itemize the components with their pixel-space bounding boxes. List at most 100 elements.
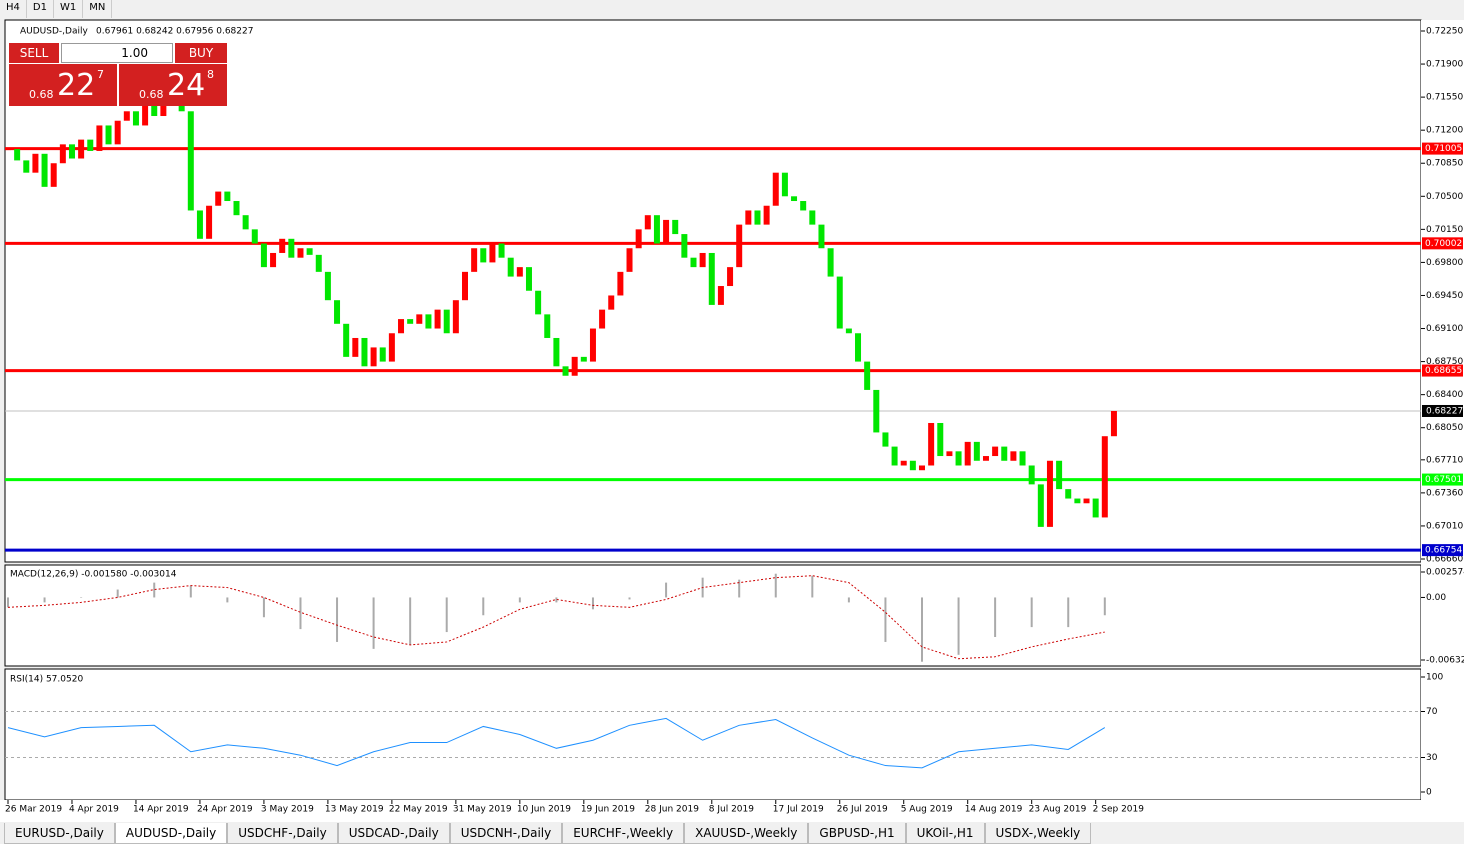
y-tick-label: -0.006326 <box>1426 656 1464 666</box>
chart-tab[interactable]: USDX-,Weekly <box>984 823 1092 844</box>
ask-box[interactable]: 0.68 24 8 <box>119 64 227 106</box>
y-tick-label: 30 <box>1426 753 1438 763</box>
candle <box>507 257 514 277</box>
candle <box>388 333 395 362</box>
macd-bar <box>262 597 265 618</box>
chart-tab[interactable]: EURCHF-,Weekly <box>562 823 685 844</box>
macd-bar <box>336 597 339 642</box>
candle <box>681 234 688 258</box>
candle <box>1056 460 1063 490</box>
y-tick-label: 0.71200 <box>1426 126 1463 136</box>
y-tick-label: 0.70150 <box>1426 225 1463 235</box>
y-tick-label: 0.69450 <box>1426 291 1463 301</box>
sell-button[interactable]: SELL <box>9 43 59 63</box>
chart-tab[interactable]: EURUSD-,Daily <box>4 823 115 844</box>
candle <box>434 309 441 329</box>
candle <box>68 144 75 159</box>
x-tick-label: 23 Aug 2019 <box>1029 805 1087 815</box>
chart-tab[interactable]: USDCNH-,Daily <box>449 823 563 844</box>
y-tick-label: 0.69100 <box>1426 324 1463 334</box>
x-tick-label: 22 May 2019 <box>389 805 448 815</box>
candle <box>1001 446 1008 461</box>
chart-tab[interactable]: USDCAD-,Daily <box>337 823 450 844</box>
chart-tab[interactable]: AUDUSD-,Daily <box>114 823 228 844</box>
candle <box>142 103 149 126</box>
candle <box>772 172 779 206</box>
candle <box>708 252 715 305</box>
candle <box>717 286 724 305</box>
candle <box>87 139 94 151</box>
candle <box>398 319 405 334</box>
candle <box>580 356 587 362</box>
candle <box>224 191 231 202</box>
candle <box>114 120 121 145</box>
macd-bar <box>409 597 412 645</box>
tab-bar: EURUSD-,Daily AUDUSD-,Daily USDCHF-,Daily U… <box>0 823 1464 844</box>
macd-bar <box>1030 597 1033 628</box>
x-tick-label: 26 Jul 2019 <box>837 805 888 815</box>
candle <box>525 267 532 291</box>
candle <box>251 229 258 244</box>
toolbar: H4 D1 W1 MN <box>0 0 1464 18</box>
candle <box>260 243 267 268</box>
candle <box>836 276 843 329</box>
chart-tab[interactable]: USDCHF-,Daily <box>227 823 338 844</box>
level-label: 0.70002 <box>1425 239 1462 249</box>
y-tick-label: 0.72250 <box>1426 27 1463 37</box>
lot-input[interactable]: 1.00 <box>61 43 173 63</box>
candle <box>41 153 48 187</box>
y-tick-label: 0.67010 <box>1426 521 1463 531</box>
macd-bar <box>445 597 448 633</box>
candle <box>215 191 222 206</box>
candle <box>160 97 167 117</box>
buy-button[interactable]: BUY <box>175 43 227 63</box>
macd-signal <box>7 575 1105 660</box>
chart-tab[interactable]: UKOil-,H1 <box>905 823 985 844</box>
macd-bar <box>591 597 594 610</box>
candle <box>928 422 935 466</box>
candle <box>1046 460 1053 527</box>
y-tick-label: 0.71900 <box>1426 60 1463 70</box>
candle <box>608 295 615 310</box>
y-tick-label: 0.67360 <box>1426 488 1463 498</box>
candle <box>800 201 807 211</box>
macd-bar <box>1103 597 1106 616</box>
candle <box>781 172 788 197</box>
chart-tab[interactable]: XAUUSD-,Weekly <box>684 823 809 844</box>
timeframe[interactable]: H4 <box>0 0 27 18</box>
candle <box>343 323 350 357</box>
candle <box>187 111 194 211</box>
rsi-title: RSI(14) 57.0520 <box>10 675 83 685</box>
candle <box>14 149 21 161</box>
candle <box>1010 451 1017 461</box>
candle <box>754 210 761 225</box>
x-tick-label: 14 Aug 2019 <box>965 805 1023 815</box>
bid-frac: 7 <box>97 68 104 81</box>
macd-bar <box>482 597 485 616</box>
macd-panel <box>4 564 1422 667</box>
y-tick-label: 0.69800 <box>1426 258 1463 268</box>
candle <box>105 125 112 145</box>
chart-tab[interactable]: GBPUSD-,H1 <box>808 823 906 844</box>
y-tick-label: 0.70500 <box>1426 192 1463 202</box>
candle <box>425 314 432 329</box>
level-label: 0.67501 <box>1425 475 1462 485</box>
x-tick-label: 4 Apr 2019 <box>69 805 119 815</box>
bid-big: 0.68 <box>29 88 54 101</box>
level-label: 0.68655 <box>1425 366 1462 376</box>
x-tick-label: 5 Aug 2019 <box>901 805 953 815</box>
timeframe[interactable]: D1 <box>27 0 54 18</box>
bid-box[interactable]: 0.68 22 7 <box>9 64 117 106</box>
y-tick-label: 0.68050 <box>1426 423 1463 433</box>
timeframe[interactable]: W1 <box>54 0 84 18</box>
candle <box>946 451 953 457</box>
macd-bar <box>884 597 887 642</box>
macd-bar <box>994 597 997 638</box>
x-tick-label: 13 May 2019 <box>325 805 384 815</box>
timeframe[interactable]: MN <box>83 0 113 18</box>
candle <box>663 219 670 244</box>
macd-bar <box>299 597 302 630</box>
candle <box>827 248 834 277</box>
x-tick-label: 2 Sep 2019 <box>1093 805 1145 815</box>
candle <box>955 451 962 466</box>
